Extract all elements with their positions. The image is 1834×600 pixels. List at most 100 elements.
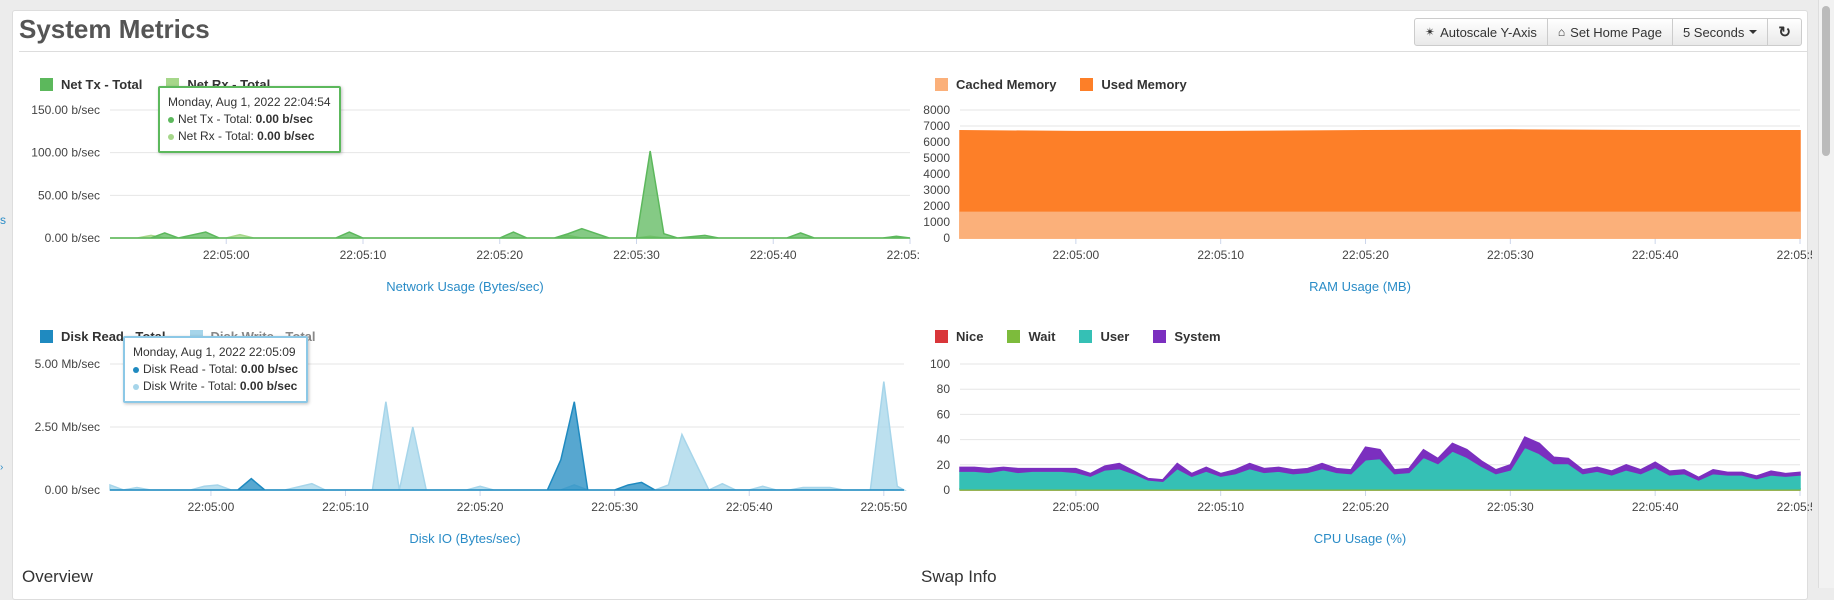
x-tick-label: 22:05:00 [203, 248, 250, 262]
x-tick-label: 22:05:30 [1487, 248, 1534, 262]
legend-swatch [935, 78, 948, 91]
x-tick-label: 22:05:10 [340, 248, 387, 262]
series-net-tx-totalarea [110, 150, 911, 239]
tooltip-row-tx: Net Tx - Total: 0.00 b/sec [168, 111, 331, 128]
y-tick-label: 0 [943, 483, 950, 497]
interval-dropdown[interactable]: 5 Seconds [1671, 18, 1769, 46]
x-tick-label: 22:05:20 [476, 248, 523, 262]
tooltip-label: Net Tx - Total: [178, 112, 253, 126]
autoscale-button[interactable]: ✴ Autoscale Y-Axis [1414, 18, 1548, 46]
page-scrollbar[interactable] [1818, 0, 1834, 588]
x-tick-label: 22:05:50 [860, 500, 907, 514]
x-tick-label: 22:05:20 [1342, 248, 1389, 262]
tooltip-dot [133, 383, 139, 390]
x-tick-label: 22:05:20 [1342, 500, 1389, 514]
legend-system[interactable]: System [1153, 329, 1221, 344]
legend-swatch [1007, 330, 1021, 343]
toolbar: ✴ Autoscale Y-Axis ⌂ Set Home Page 5 Sec… [1414, 18, 1802, 46]
x-tick-label: 22:05:20 [457, 500, 504, 514]
y-tick-label: 8000 [923, 103, 950, 117]
y-tick-label: 0 [943, 231, 950, 245]
legend-swatch [40, 78, 53, 91]
y-tick-label: 6000 [923, 135, 950, 149]
cpu-legend: Nice Wait User System [935, 329, 1245, 344]
tooltip-dot [133, 366, 139, 373]
caret-down-icon [1749, 30, 1758, 34]
legend-user[interactable]: User [1079, 329, 1129, 344]
series-system-area [959, 436, 1801, 482]
overview-heading: Overview [22, 567, 93, 586]
x-tick-label: 22:05:10 [1197, 500, 1244, 514]
cpu-chart[interactable]: 0 20 40 60 80 100 22:05:00 22:05:10 22:05:20 22:0… [900, 350, 1812, 530]
y-tick-label: 20 [937, 458, 951, 472]
tooltip-date: Monday, Aug 1, 2022 22:05:09 [133, 345, 296, 359]
legend-wait[interactable]: Wait [1007, 329, 1055, 344]
x-tick-label: 22:05:30 [1487, 500, 1534, 514]
x-tick-label: 22:05:50 [1777, 500, 1812, 514]
y-tick-label: 100.00 b/sec [31, 146, 100, 160]
series-disk-read-totalarea [110, 401, 904, 491]
swap-info-heading: Swap Info [921, 567, 997, 586]
legend-swatch [40, 330, 53, 343]
x-tick-label: 22:05:00 [1053, 248, 1100, 262]
tooltip-row-write: Disk Write - Total: 0.00 b/sec [133, 378, 298, 395]
legend-cached-memory[interactable]: Cached Memory [935, 77, 1056, 92]
tooltip-value: 0.00 b/sec [257, 129, 315, 143]
legend-nice[interactable]: Nice [935, 329, 983, 344]
x-tick-label: 22:05:40 [1632, 500, 1679, 514]
set-home-page-button[interactable]: ⌂ Set Home Page [1546, 18, 1673, 46]
left-edge-link[interactable]: s [0, 213, 6, 227]
y-tick-label: 50.00 b/sec [38, 188, 100, 202]
x-tick-label: 22:05:30 [613, 248, 660, 262]
disk-tooltip: Monday, Aug 1, 2022 22:05:09 Disk Read -… [123, 336, 309, 403]
legend-swatch [1080, 78, 1094, 91]
magic-wand-icon: ✴ [1425, 25, 1436, 39]
refresh-icon: ↻ [1778, 24, 1791, 41]
y-tick-label: 3000 [923, 183, 950, 197]
interval-label: 5 Seconds [1682, 24, 1745, 40]
y-tick-label: 0.00 b/sec [45, 231, 100, 245]
set-home-page-label: Set Home Page [1570, 24, 1662, 40]
title-divider [19, 51, 1807, 52]
legend-swatch [1153, 330, 1167, 343]
legend-used-memory[interactable]: Used Memory [1080, 77, 1187, 92]
legend-label: Wait [1028, 329, 1056, 344]
x-tick-label: 22:05:50 [887, 248, 920, 262]
tooltip-date: Monday, Aug 1, 2022 22:04:54 [168, 95, 331, 109]
scrollbar-thumb[interactable] [1822, 6, 1830, 156]
refresh-button[interactable]: ↻ [1767, 18, 1802, 46]
x-tick-label: 22:05:10 [1197, 248, 1244, 262]
legend-swatch [935, 330, 948, 343]
y-tick-label: 0.00 b/sec [45, 483, 100, 497]
x-tick-label: 22:05:10 [322, 500, 369, 514]
x-tick-label: 22:05:30 [591, 500, 638, 514]
tooltip-row-rx: Net Rx - Total: 0.00 b/sec [168, 128, 331, 145]
disk-chart[interactable]: 0.00 b/sec 2.50 Mb/sec 5.00 Mb/sec 22:05:00… [0, 350, 920, 530]
ram-chart[interactable]: 0 1000 2000 3000 4000 5000 6000 7000 8000 22:05:0… [900, 96, 1812, 276]
tooltip-dot [168, 133, 174, 140]
y-tick-label: 40 [937, 433, 951, 447]
network-chart[interactable]: 0.00 b/sec 50.00 b/sec 100.00 b/sec 150.00 … [0, 96, 920, 276]
left-edge-mark: › [0, 462, 4, 473]
x-tick-label: 22:05:40 [1632, 248, 1679, 262]
network-chart-title: Network Usage (Bytes/sec) [386, 279, 544, 294]
legend-net-tx[interactable]: Net Tx - Total [40, 77, 142, 92]
tooltip-label: Net Rx - Total: [178, 129, 254, 143]
tooltip-value: 0.00 b/sec [239, 379, 298, 393]
tooltip-label: Disk Write - Total: [143, 379, 237, 393]
ram-chart-title: RAM Usage (MB) [1309, 279, 1411, 294]
home-icon: ⌂ [1557, 25, 1566, 39]
x-tick-label: 22:05:50 [1777, 248, 1812, 262]
y-tick-label: 2.50 Mb/sec [35, 420, 100, 434]
legend-swatch [1079, 330, 1093, 343]
legend-label: User [1100, 329, 1130, 344]
y-tick-label: 5.00 Mb/sec [35, 357, 100, 371]
y-tick-label: 7000 [923, 119, 950, 133]
legend-label: Nice [956, 329, 984, 344]
y-tick-label: 4000 [923, 167, 950, 181]
tooltip-dot [168, 116, 174, 123]
autoscale-label: Autoscale Y-Axis [1440, 24, 1537, 40]
tooltip-value: 0.00 b/sec [255, 112, 313, 126]
y-tick-label: 80 [937, 382, 951, 396]
legend-label: Cached Memory [956, 77, 1057, 92]
